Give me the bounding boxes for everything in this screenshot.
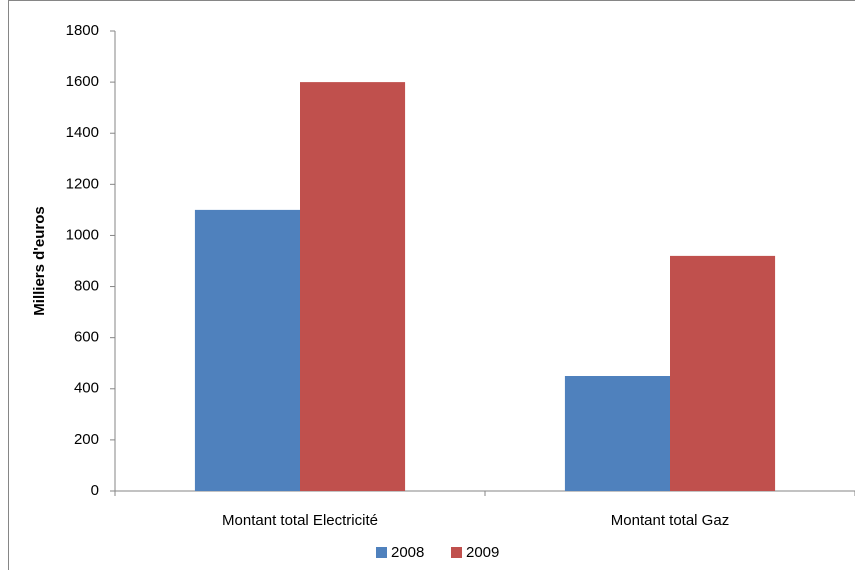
chart-border xyxy=(8,0,855,570)
y-tick-label: 200 xyxy=(74,431,99,448)
y-axis-title: Milliers d'euros xyxy=(31,206,48,315)
bar xyxy=(300,82,406,491)
y-tick-label: 800 xyxy=(74,278,99,295)
y-tick-label: 1400 xyxy=(66,124,99,141)
y-tick-label: 1600 xyxy=(66,73,99,90)
y-tick-label: 0 xyxy=(91,482,99,499)
bar xyxy=(564,376,670,491)
legend-label: 2009 xyxy=(466,544,499,561)
y-tick-label: 400 xyxy=(74,380,99,397)
bar xyxy=(670,255,776,491)
y-tick-label: 600 xyxy=(74,329,99,346)
legend-swatch xyxy=(376,547,387,558)
bar xyxy=(194,209,300,491)
legend-swatch xyxy=(451,547,462,558)
y-tick-label: 1800 xyxy=(66,22,99,39)
legend-label: 2008 xyxy=(391,544,424,561)
x-tick-label: Montant total Gaz xyxy=(611,512,729,529)
y-tick-label: 1200 xyxy=(66,175,99,192)
x-tick-label: Montant total Electricité xyxy=(222,512,378,529)
y-tick-label: 1000 xyxy=(66,226,99,243)
